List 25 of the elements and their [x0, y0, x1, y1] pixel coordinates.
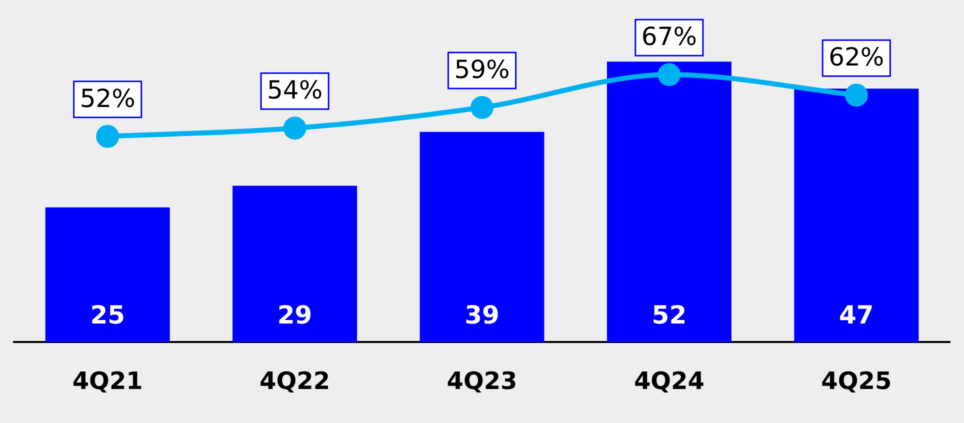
data-label: 52%: [80, 84, 136, 113]
point: [96, 124, 120, 148]
data-label: 54%: [267, 76, 323, 105]
x-tick-label: 4Q25: [821, 366, 892, 395]
data-label: 29: [277, 300, 312, 330]
data-label: 52: [652, 300, 687, 330]
bar: [232, 186, 358, 342]
x-tick-label: 4Q22: [260, 366, 330, 395]
data-label: 25: [90, 300, 125, 330]
bar: [606, 62, 732, 342]
point: [283, 116, 306, 140]
data-label: 47: [839, 300, 874, 330]
data-label: 59%: [454, 55, 510, 84]
bar: [420, 132, 544, 342]
bar: [794, 88, 919, 342]
point: [658, 63, 681, 86]
x-tick-label: 4Q21: [72, 366, 143, 395]
point: [470, 96, 494, 120]
x-tick-label: 4Q24: [634, 366, 704, 395]
bar: [45, 207, 170, 342]
data-label: 39: [464, 300, 500, 330]
data-label: 62%: [828, 42, 884, 72]
x-tick-label: 4Q23: [446, 366, 518, 395]
data-label: 67%: [641, 22, 697, 52]
point: [844, 84, 868, 107]
